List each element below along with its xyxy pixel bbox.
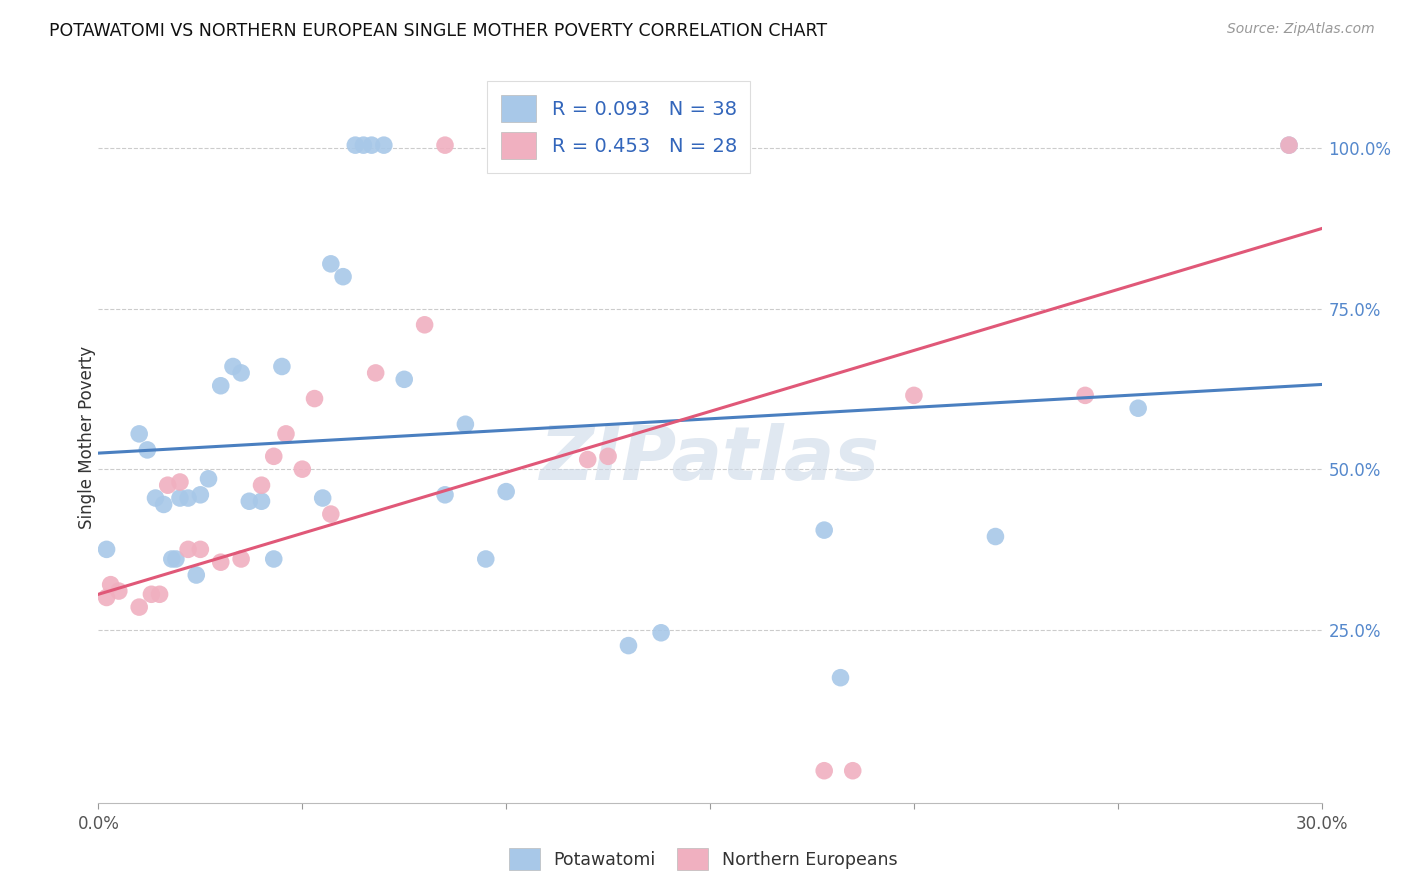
Point — [598, 450, 620, 464]
Point — [392, 372, 416, 386]
Point — [813, 523, 835, 537]
Point — [270, 359, 294, 374]
Point — [128, 426, 150, 441]
Point — [209, 378, 232, 392]
Point — [169, 491, 191, 505]
Point — [96, 591, 118, 605]
Point — [304, 392, 326, 406]
Point — [454, 417, 477, 432]
Point — [352, 138, 374, 153]
Point — [128, 600, 150, 615]
Point — [188, 488, 212, 502]
Point — [149, 587, 172, 601]
Point — [576, 452, 599, 467]
Point — [373, 138, 395, 153]
Point — [1278, 138, 1301, 153]
Legend: Potawatomi, Northern Europeans: Potawatomi, Northern Europeans — [499, 839, 907, 879]
Point — [1278, 138, 1301, 153]
Point — [291, 462, 314, 476]
Point — [319, 507, 342, 521]
Point — [141, 587, 163, 601]
Text: POTAWATOMI VS NORTHERN EUROPEAN SINGLE MOTHER POVERTY CORRELATION CHART: POTAWATOMI VS NORTHERN EUROPEAN SINGLE M… — [49, 22, 827, 40]
Text: Source: ZipAtlas.com: Source: ZipAtlas.com — [1227, 22, 1375, 37]
Point — [238, 494, 260, 508]
Legend: R = 0.093   N = 38, R = 0.453   N = 28: R = 0.093 N = 38, R = 0.453 N = 28 — [488, 81, 751, 173]
Point — [100, 577, 122, 591]
Point — [434, 488, 457, 502]
Point — [209, 555, 232, 569]
Point — [495, 484, 517, 499]
Text: ZIPatlas: ZIPatlas — [540, 423, 880, 496]
Point — [231, 366, 253, 380]
Point — [434, 138, 457, 153]
Point — [413, 318, 436, 332]
Point — [169, 475, 191, 489]
Point — [197, 472, 219, 486]
Point — [364, 366, 387, 380]
Point — [177, 542, 200, 557]
Point — [830, 671, 852, 685]
Y-axis label: Single Mother Poverty: Single Mother Poverty — [79, 345, 96, 529]
Point — [96, 542, 118, 557]
Point — [250, 478, 273, 492]
Point — [250, 494, 273, 508]
Point — [152, 498, 174, 512]
Point — [360, 138, 382, 153]
Point — [188, 542, 212, 557]
Point — [841, 764, 863, 778]
Point — [813, 764, 835, 778]
Point — [319, 257, 342, 271]
Point — [274, 426, 297, 441]
Point — [312, 491, 335, 505]
Point — [474, 552, 498, 566]
Point — [332, 269, 354, 284]
Point — [344, 138, 367, 153]
Point — [1128, 401, 1150, 416]
Point — [1074, 388, 1097, 402]
Point — [617, 639, 640, 653]
Point — [160, 552, 183, 566]
Point — [984, 529, 1007, 543]
Point — [231, 552, 253, 566]
Point — [136, 442, 159, 457]
Point — [165, 552, 187, 566]
Point — [263, 450, 285, 464]
Point — [108, 584, 131, 599]
Point — [145, 491, 167, 505]
Point — [903, 388, 925, 402]
Point — [156, 478, 179, 492]
Point — [186, 568, 208, 582]
Point — [177, 491, 200, 505]
Point — [650, 625, 672, 640]
Point — [222, 359, 245, 374]
Point — [263, 552, 285, 566]
